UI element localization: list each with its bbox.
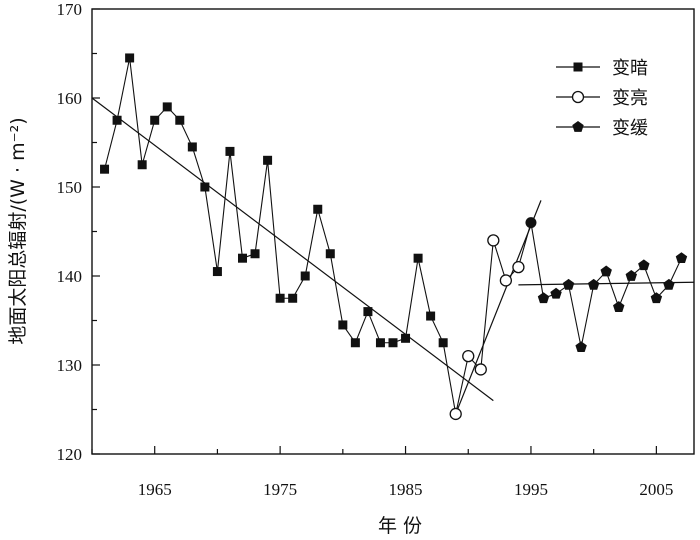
data-point [388, 338, 398, 348]
legend-marker [571, 90, 585, 104]
series-connector-line [104, 57, 682, 415]
data-point [462, 349, 475, 363]
data-point [300, 271, 310, 281]
legend-marker [573, 62, 583, 72]
data-point [613, 301, 625, 312]
data-point [363, 307, 373, 317]
data-point [250, 249, 260, 259]
data-point [125, 53, 135, 63]
data-point [338, 320, 348, 330]
data-point [225, 146, 235, 156]
data-point [212, 267, 222, 277]
data-point [263, 155, 273, 165]
data-point [562, 278, 575, 290]
data-point [512, 260, 525, 274]
data-point [175, 115, 185, 125]
data-point [675, 252, 688, 264]
y-tick-label: 140 [57, 267, 83, 286]
data-point [537, 292, 550, 304]
data-point [625, 270, 637, 281]
data-point [550, 287, 562, 299]
data-point [275, 293, 285, 303]
data-point [162, 102, 172, 112]
y-tick-label: 150 [57, 178, 83, 197]
data-point [325, 249, 335, 259]
data-point [413, 253, 423, 263]
data-point [474, 363, 487, 376]
data-point [375, 338, 385, 348]
x-tick-label: 1975 [263, 480, 297, 499]
data-point [426, 311, 436, 321]
plot-frame [91, 8, 695, 455]
data-point [200, 182, 210, 192]
data-point [438, 338, 448, 348]
legend-marker [572, 121, 584, 132]
data-point [449, 407, 462, 421]
y-axis-title: 地面太阳总辐射/(W · m⁻²) [7, 117, 29, 344]
legend-label: 变亮 [612, 88, 648, 109]
data-point [650, 292, 663, 304]
data-point [313, 204, 323, 214]
data-point [137, 160, 147, 170]
tick-labels: 1965 1975 1985 1995 2005 120 130 140 150 160 170 [57, 0, 674, 499]
trendline-变暗 [91, 97, 494, 402]
y-tick-label: 160 [57, 89, 83, 108]
data-point [575, 341, 587, 353]
data-point [587, 278, 600, 290]
y-tick-label: 120 [57, 445, 83, 464]
data-point [401, 333, 411, 343]
data-point [600, 265, 612, 277]
legend-label: 变缓 [612, 118, 648, 139]
x-axis-title: 年 份 [378, 515, 422, 537]
data-point [112, 115, 122, 125]
data-point [100, 164, 110, 174]
trendlines [91, 97, 695, 415]
data-point [525, 217, 537, 229]
data-point [487, 234, 500, 247]
data-point [187, 142, 197, 152]
x-tick-label: 1995 [514, 480, 548, 499]
data-point [288, 293, 298, 303]
data-point [499, 274, 513, 287]
data-point [238, 253, 247, 263]
data-point [350, 338, 360, 348]
x-tick-label: 1985 [389, 480, 423, 499]
data-point [150, 115, 160, 125]
legend-label: 变暗 [612, 58, 648, 79]
axis-ticks [91, 8, 657, 455]
data-point [663, 278, 675, 290]
y-tick-label: 130 [57, 356, 83, 375]
x-tick-label: 2005 [639, 480, 673, 499]
data-series [100, 53, 688, 421]
data-point [638, 259, 650, 271]
x-tick-label: 1965 [138, 480, 172, 499]
y-tick-label: 170 [57, 0, 83, 19]
